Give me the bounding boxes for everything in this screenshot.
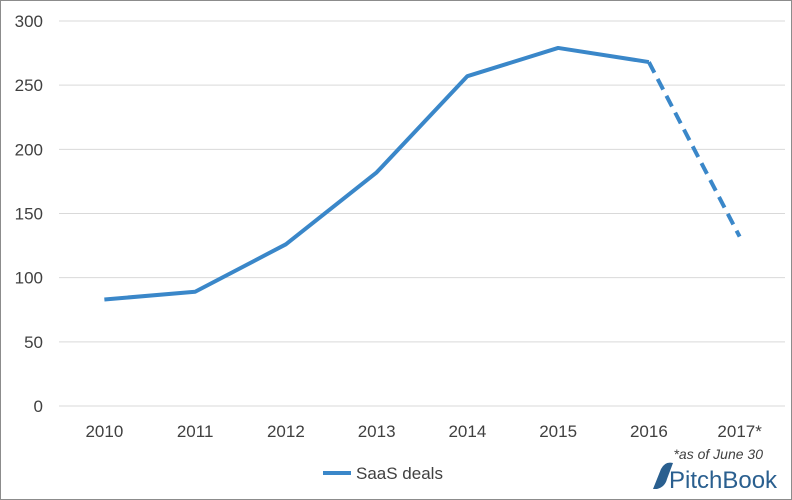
x-tick-label: 2012: [267, 422, 305, 441]
gridlines: [59, 20, 785, 407]
x-tick-label: 2017*: [717, 422, 762, 441]
y-axis-ticks: 0 50 100 150 200 250 300: [15, 12, 43, 416]
x-tick-label: 2013: [358, 422, 396, 441]
y-tick-label: 100: [15, 269, 43, 288]
x-tick-label: 2016: [630, 422, 668, 441]
y-tick-label: 300: [15, 12, 43, 31]
y-tick-label: 250: [15, 76, 43, 95]
x-axis-ticks: 2010 2011 2012 2013 2014 2015 2016 2017*: [85, 422, 762, 441]
series-line-projected: [647, 61, 742, 238]
y-tick-label: 150: [15, 205, 43, 224]
x-tick-label: 2011: [177, 422, 214, 441]
series-lines: [104, 45, 742, 302]
pitchbook-logo: PitchBook: [653, 462, 778, 494]
legend-label: SaaS deals: [356, 464, 443, 483]
pitchbook-wordmark: PitchBook: [669, 467, 778, 494]
pitchbook-leaf-icon: [653, 462, 673, 489]
x-tick-label: 2015: [539, 422, 577, 441]
x-tick-label: 2010: [85, 422, 123, 441]
footnote-annotation: *as of June 30: [673, 446, 763, 462]
series-line-solid: [104, 45, 650, 302]
y-tick-label: 50: [24, 333, 43, 352]
y-tick-label: 0: [34, 397, 43, 416]
x-tick-label: 2014: [448, 422, 486, 441]
y-tick-label: 200: [15, 140, 43, 159]
